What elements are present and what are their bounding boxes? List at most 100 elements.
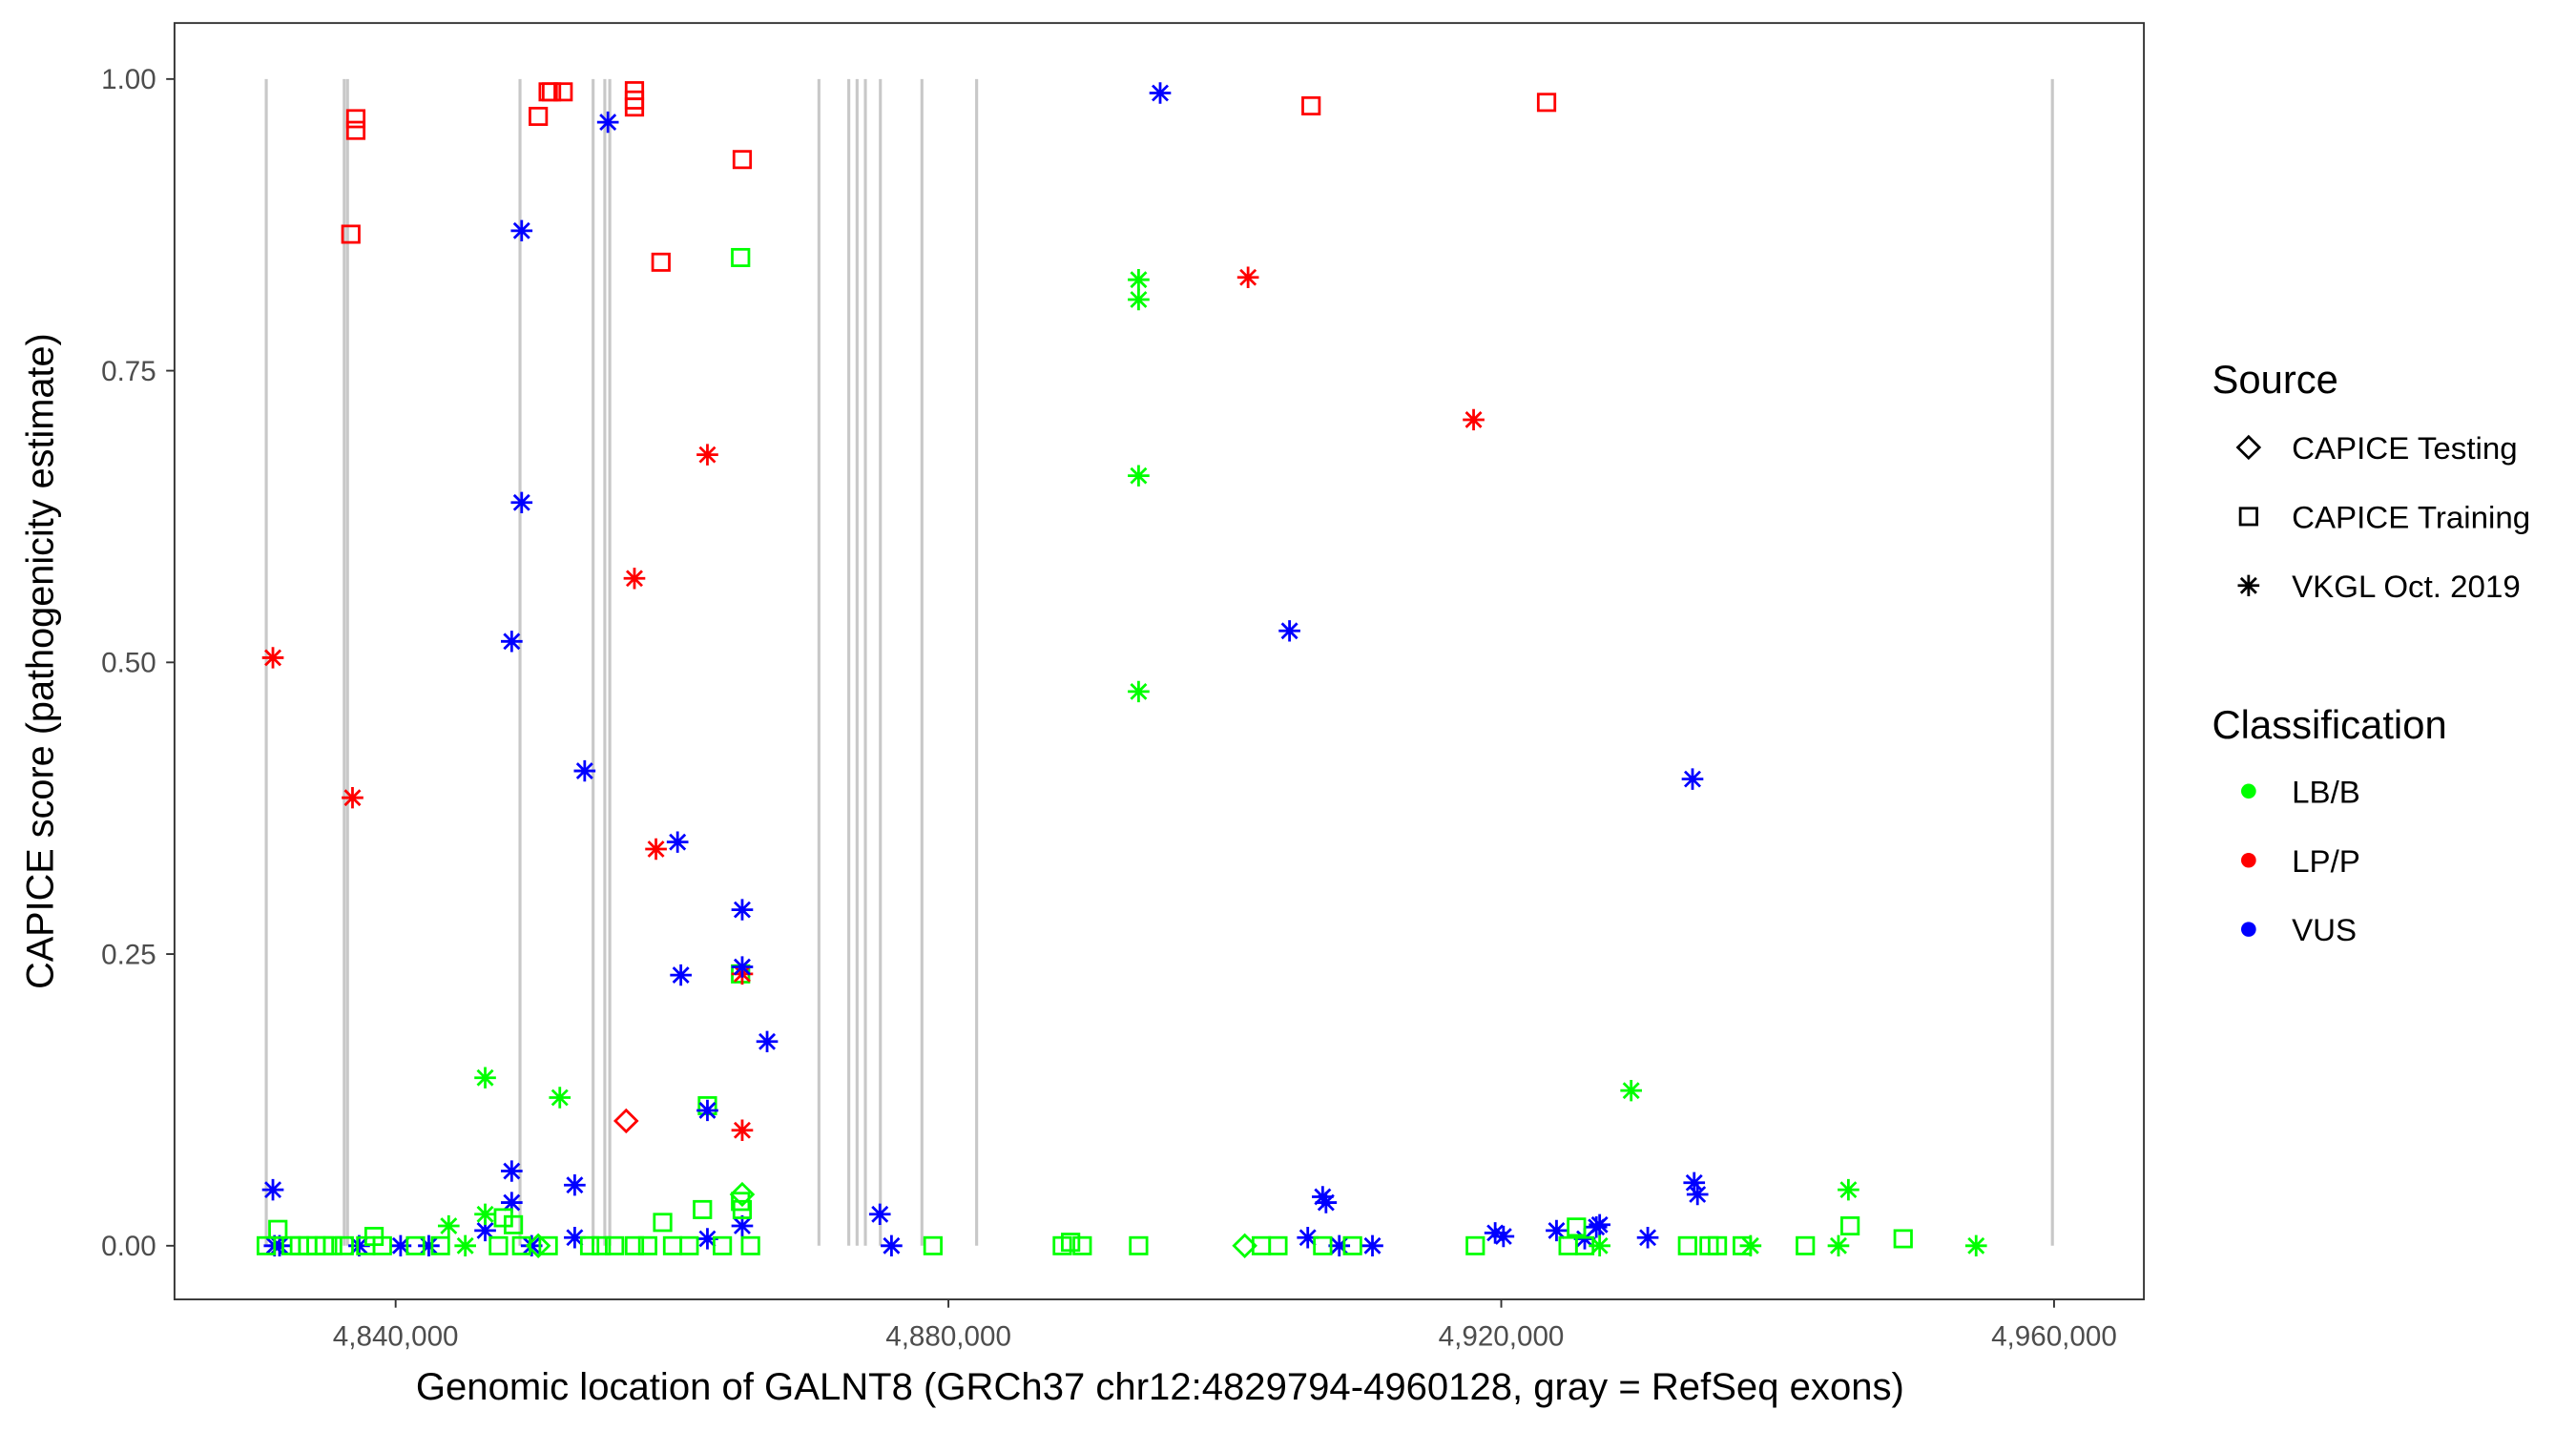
data-point bbox=[868, 1203, 891, 1225]
data-point bbox=[1589, 1234, 1610, 1257]
data-point bbox=[1361, 1234, 1383, 1257]
data-point bbox=[740, 1235, 760, 1255]
data-point bbox=[1636, 1227, 1659, 1249]
data-points bbox=[256, 81, 1987, 1258]
data-point bbox=[651, 252, 671, 272]
data-point bbox=[579, 1235, 600, 1255]
data-point bbox=[1061, 1233, 1081, 1253]
legend-dot-icon bbox=[2241, 922, 2256, 937]
y-axis: 0.00 0.25 0.50 0.75 1.00 bbox=[101, 64, 175, 1262]
data-point bbox=[592, 1235, 612, 1255]
data-point bbox=[1574, 1235, 1595, 1255]
data-point bbox=[645, 838, 667, 861]
data-point bbox=[731, 247, 751, 267]
x-tick-label: 4,840,000 bbox=[333, 1320, 459, 1352]
data-point bbox=[653, 1213, 673, 1233]
data-point bbox=[474, 1067, 496, 1089]
data-point bbox=[372, 1235, 392, 1255]
legend-source-item: VKGL Oct. 2019 bbox=[2292, 569, 2521, 604]
legend: Source CAPICE Testing CAPICE Training VKGL… bbox=[2212, 357, 2531, 947]
data-point bbox=[1465, 1235, 1485, 1255]
data-point bbox=[732, 150, 753, 170]
data-point bbox=[624, 1235, 645, 1255]
data-point bbox=[1838, 1178, 1859, 1201]
data-point bbox=[624, 97, 645, 117]
data-point bbox=[501, 1160, 523, 1182]
data-point bbox=[1827, 1234, 1850, 1257]
data-point bbox=[696, 1099, 718, 1122]
data-point bbox=[756, 1030, 779, 1052]
x-tick-label: 4,920,000 bbox=[1439, 1320, 1565, 1352]
data-point bbox=[256, 1235, 277, 1255]
data-point bbox=[1677, 1235, 1697, 1255]
data-point bbox=[503, 1214, 524, 1234]
plot-panel bbox=[173, 22, 2146, 1301]
data-point bbox=[510, 491, 533, 513]
data-point bbox=[637, 1235, 657, 1255]
data-point bbox=[1546, 1219, 1568, 1242]
data-point bbox=[731, 899, 754, 921]
data-point bbox=[693, 1199, 713, 1219]
data-point bbox=[1840, 1216, 1860, 1236]
x-tick-label: 4,960,000 bbox=[1991, 1320, 2117, 1352]
data-point bbox=[1128, 288, 1150, 311]
data-point bbox=[1484, 1222, 1506, 1244]
data-point bbox=[1681, 768, 1704, 790]
legend-train-icon bbox=[2238, 507, 2258, 527]
y-tick-label: 0.00 bbox=[101, 1231, 156, 1262]
legend-classification-item: LB/B bbox=[2292, 775, 2360, 810]
data-point bbox=[605, 1235, 625, 1255]
data-point bbox=[488, 1235, 509, 1255]
data-point bbox=[341, 224, 361, 244]
data-point bbox=[261, 1178, 284, 1201]
data-point bbox=[1589, 1213, 1610, 1236]
y-tick-label: 0.25 bbox=[101, 940, 156, 971]
data-point bbox=[418, 1234, 440, 1257]
data-point bbox=[501, 631, 523, 653]
y-tick-label: 0.75 bbox=[101, 356, 156, 387]
data-point bbox=[1463, 408, 1485, 431]
y-tick-label: 0.50 bbox=[101, 648, 156, 679]
y-axis-title: CAPICE score (pathogenicity estimate) bbox=[20, 333, 62, 989]
x-axis: 4,840,000 4,880,000 4,920,000 4,960,000 bbox=[333, 1299, 2117, 1352]
data-point bbox=[1128, 465, 1150, 487]
data-point bbox=[454, 1234, 477, 1257]
data-point bbox=[1268, 1235, 1288, 1255]
data-point bbox=[322, 1235, 343, 1255]
data-point bbox=[713, 1235, 733, 1255]
data-point bbox=[405, 1235, 426, 1255]
data-point bbox=[696, 1228, 718, 1250]
data-point bbox=[731, 1192, 751, 1212]
data-point bbox=[731, 1119, 754, 1141]
data-point bbox=[1313, 1235, 1333, 1255]
y-tick-label: 1.00 bbox=[101, 64, 156, 95]
data-point bbox=[731, 956, 754, 978]
legend-dot-icon bbox=[2241, 852, 2256, 868]
data-point bbox=[553, 82, 573, 102]
data-point bbox=[923, 1235, 943, 1255]
legend-source-item: CAPICE Training bbox=[2292, 500, 2530, 535]
legend-test-icon bbox=[2235, 434, 2262, 461]
data-point bbox=[1492, 1225, 1515, 1248]
data-point bbox=[881, 1234, 903, 1257]
data-point bbox=[1796, 1235, 1816, 1255]
data-point bbox=[520, 1234, 543, 1257]
data-point bbox=[679, 1235, 699, 1255]
data-point bbox=[529, 106, 549, 126]
x-axis-title: Genomic location of GALNT8 (GRCh37 chr12… bbox=[416, 1366, 1904, 1408]
data-point bbox=[538, 1235, 558, 1255]
data-point bbox=[345, 109, 366, 129]
data-point bbox=[1312, 1186, 1334, 1208]
data-point bbox=[510, 219, 533, 242]
data-point bbox=[345, 120, 366, 140]
data-point bbox=[613, 1108, 639, 1134]
data-point bbox=[1129, 1235, 1149, 1255]
legend-vkgl-icon bbox=[2237, 574, 2260, 596]
data-point bbox=[1964, 1234, 1987, 1257]
data-point bbox=[261, 647, 284, 669]
data-point bbox=[334, 1235, 354, 1255]
data-point bbox=[1149, 82, 1172, 104]
legend-source-item: CAPICE Testing bbox=[2292, 430, 2518, 466]
x-tick-label: 4,880,000 bbox=[885, 1320, 1011, 1352]
